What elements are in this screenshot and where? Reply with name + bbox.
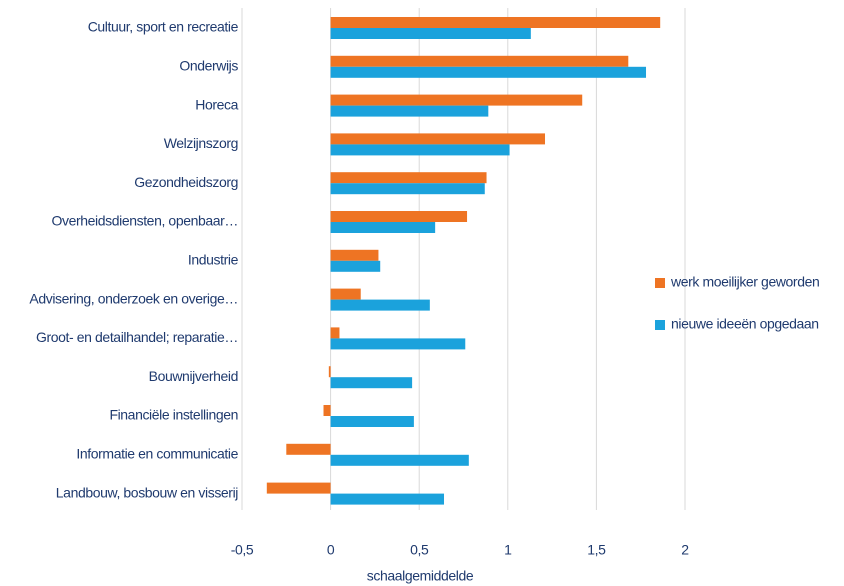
- legend-swatch: [655, 278, 665, 288]
- bar: [330, 144, 510, 156]
- bar: [330, 338, 466, 350]
- y-tick-label: Groot- en detailhandel; reparatie…: [36, 329, 238, 345]
- bar: [330, 133, 546, 145]
- y-tick-label: Gezondheidszorg: [134, 174, 238, 190]
- bar: [330, 66, 647, 78]
- y-tick-label: Welzijnszorg: [164, 135, 238, 151]
- bar: [330, 28, 531, 39]
- x-tick-label: 2: [681, 542, 689, 558]
- x-axis-title: schaalgemiddelde: [367, 568, 474, 584]
- legend-label: nieuwe ideeën opgedaan: [671, 316, 819, 332]
- y-tick-label: Informatie en communicatie: [76, 446, 238, 462]
- y-tick-label: Advisering, onderzoek en overige…: [29, 290, 238, 306]
- bar: [328, 366, 331, 378]
- y-tick-label: Horeca: [195, 96, 238, 112]
- bar: [330, 211, 468, 222]
- bar: [330, 377, 413, 389]
- x-tick-label: 0,5: [410, 542, 429, 558]
- bar: [323, 405, 331, 416]
- x-tick-label: 1: [504, 542, 512, 558]
- y-tick-label: Financiële instellingen: [109, 407, 238, 423]
- x-tick-label: 1,5: [587, 542, 606, 558]
- bar: [330, 288, 361, 300]
- bar: [330, 493, 445, 505]
- y-tick-label: Overheidsdiensten, openbaar…: [52, 213, 238, 229]
- bar: [330, 327, 340, 339]
- x-tick-label: 0: [327, 542, 335, 558]
- y-tick-label: Bouwnijverheid: [149, 368, 238, 384]
- y-tick-label: Onderwijs: [179, 58, 238, 74]
- bar: [330, 94, 583, 106]
- bar: [266, 482, 331, 494]
- bar: [286, 443, 331, 455]
- bar: [330, 183, 485, 195]
- legend-swatch: [655, 320, 665, 330]
- bar: [330, 222, 436, 233]
- bar: [330, 454, 469, 466]
- legend-label: werk moeilijker geworden: [670, 274, 819, 290]
- x-tick-label: -0,5: [231, 542, 254, 558]
- bar: [330, 172, 487, 184]
- bar: [330, 105, 489, 117]
- bar: [330, 299, 430, 311]
- bar: [330, 17, 661, 28]
- y-tick-label: Industrie: [188, 252, 239, 268]
- y-tick-label: Landbouw, bosbouw en visserij: [56, 484, 238, 500]
- y-tick-label: Cultuur, sport en recreatie: [88, 19, 239, 35]
- bar: [330, 260, 381, 272]
- bar: [330, 249, 379, 261]
- bar: [330, 416, 414, 427]
- bar: [330, 55, 629, 67]
